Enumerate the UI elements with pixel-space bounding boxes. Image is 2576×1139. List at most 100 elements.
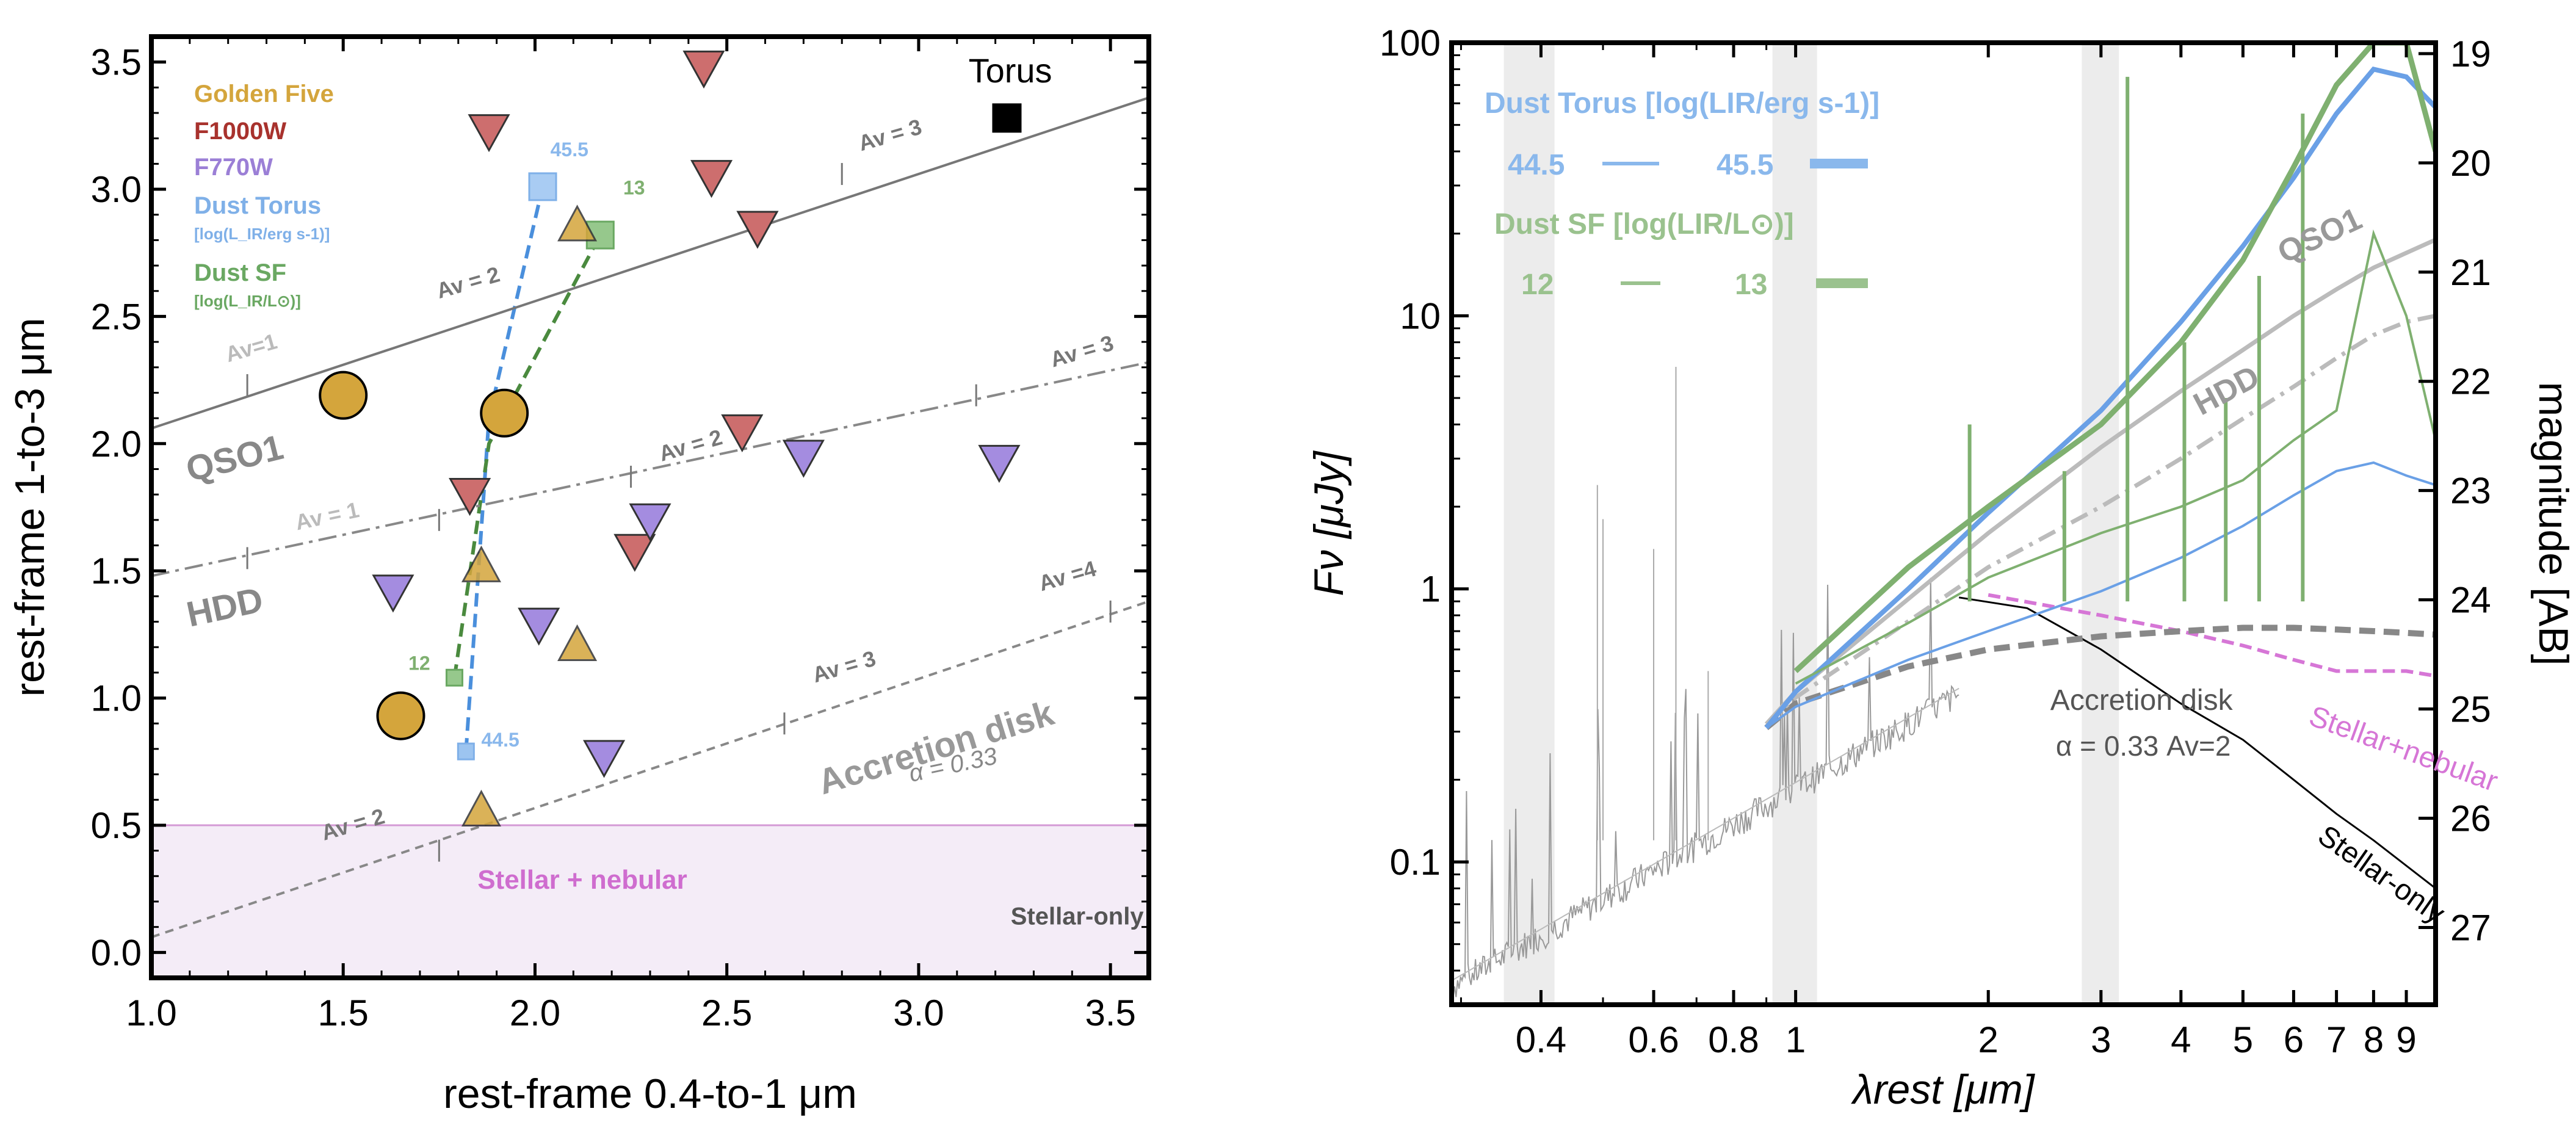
right-mag-tick-label: 25 (2450, 689, 2491, 730)
left-annotation: Av=1 (223, 328, 280, 367)
right-mag-tick-label: 24 (2450, 580, 2491, 621)
dust-sf-12-curve (1795, 229, 2436, 685)
right-mag-tick-label: 26 (2450, 798, 2491, 839)
left-y-tick-label: 1.0 (91, 678, 142, 719)
right-x-tick-label: 5 (2233, 1019, 2253, 1060)
left-annotation: Av =4 (1036, 555, 1099, 596)
golden-five-point (376, 691, 425, 740)
f770w-point (372, 574, 414, 613)
f770w-point (978, 444, 1021, 483)
right-annotation: Accretion disk (2050, 684, 2234, 717)
right-x-tick-label: 3 (2091, 1019, 2111, 1060)
left-x-tick-label: 1.0 (126, 993, 176, 1033)
accretion-disk-curve (1764, 624, 2436, 731)
stellar-only-curve (1958, 596, 2436, 889)
left-y-tick-label: 2.0 (91, 424, 142, 465)
left-y-axis-label: rest-frame 1-to-3 μm (7, 317, 53, 696)
legend-torus-44-5: 44.5 (1508, 149, 1565, 181)
f1000w-point (682, 50, 725, 89)
right-mag-tick-label: 22 (2450, 361, 2491, 402)
right-x-tick-label: 8 (2364, 1019, 2384, 1060)
legend-dust-torus: Dust Torus (194, 192, 321, 219)
f1000w-point (736, 211, 779, 249)
left-annotation: Accretion disk (814, 693, 1059, 802)
legend-dust-sf-units: [log(L_IR/L⊙)] (194, 292, 301, 310)
left-y-tick-label: 2.5 (91, 296, 142, 337)
right-mag-tick-label: 23 (2450, 471, 2491, 512)
f1000w-point (449, 478, 491, 516)
right-x-tick-label: 6 (2284, 1019, 2304, 1060)
golden-five-triangles--point (557, 624, 598, 662)
shaded-band (1503, 43, 1555, 1005)
f1000w-point (721, 414, 764, 453)
left-annotation: Torus (969, 51, 1052, 90)
stellar-nebular-curve (1988, 593, 2436, 678)
stellar-region (151, 825, 1149, 978)
right-annotation: Stellar-only (2312, 819, 2451, 930)
right-x-tick-label: 0.6 (1628, 1019, 1679, 1060)
right-x-tick-label: 9 (2396, 1019, 2416, 1060)
right-x-tick-label: 2 (1978, 1019, 1999, 1060)
right-mag-tick-label: 21 (2450, 252, 2491, 293)
sf-track-label-low: 12 (408, 653, 430, 674)
hdd-curve (1765, 313, 2436, 726)
right-x-tick-label: 0.8 (1708, 1019, 1759, 1060)
torus-track-end-square (528, 172, 557, 201)
dust-sf-track (452, 234, 602, 678)
left-x-axis-label: rest-frame 0.4-to-1 μm (443, 1071, 857, 1117)
shaded-band (2082, 43, 2119, 1005)
right-mag-tick-label: 20 (2450, 143, 2491, 184)
torus-track-start-square (457, 742, 475, 761)
legend-f1000w: F1000W (194, 118, 286, 145)
right-mag-tick-label: 19 (2450, 34, 2491, 74)
f770w-point (518, 607, 560, 646)
right-annotation: QSO1 (2273, 201, 2367, 270)
left-y-tick-label: 3.5 (91, 42, 142, 83)
golden-five-point (319, 371, 368, 420)
left-y-tick-label: 1.5 (91, 551, 142, 591)
qso1-line (151, 96, 1149, 430)
dust-torus-44-5-curve (1765, 461, 2436, 729)
f770w-point (583, 740, 626, 778)
left-annotation: Av = 3 (856, 114, 925, 156)
left-x-tick-label: 1.5 (318, 993, 369, 1033)
f770w-point (782, 439, 825, 478)
sf-track-label-high: 13 (623, 176, 645, 198)
left-x-tick-label: 2.0 (510, 993, 560, 1033)
f770w-point (629, 503, 671, 541)
legend-torus-45-5: 45.5 (1717, 149, 1773, 181)
left-y-tick-label: 3.0 (91, 169, 142, 210)
stellar-spectrum (1452, 367, 1959, 998)
golden-five-triangles--point (461, 789, 501, 826)
dust-sf-13-curve (1793, 43, 2436, 673)
right-y-tick-label: 100 (1380, 23, 1441, 63)
legend-sf-12: 12 (1521, 269, 1554, 301)
left-y-tick-label: 0.0 (91, 932, 142, 973)
right-y-tick-label: 0.1 (1390, 842, 1441, 883)
right-y-tick-label: 1 (1420, 569, 1441, 610)
right-y-axis-label: Fν [μJy] (1306, 450, 1352, 596)
golden-five-triangles--point (461, 545, 501, 582)
right-mag-tick-label: 27 (2450, 907, 2491, 948)
right-y2-axis-label: magnitude [AB] (2530, 382, 2576, 666)
right-x-tick-label: 7 (2326, 1019, 2346, 1060)
right-panel: 0.4 0.6 0.8 1 2 3 4 5 6 7 8 9 0.1 1 10 100 19 20 21 22 23 24 2… (1306, 23, 2576, 1113)
left-x-tick-label: 3.0 (893, 993, 944, 1033)
f1000w-point (613, 533, 656, 572)
legend-golden-five: Golden Five (194, 81, 334, 107)
left-x-tick-label: 2.5 (701, 993, 752, 1033)
left-annotation: Av = 2 (433, 261, 502, 303)
sf-track-start-square (445, 668, 463, 687)
left-annotation: Stellar + nebular (477, 865, 687, 895)
right-axes-frame (1449, 40, 2438, 1007)
shaded-band (1772, 43, 1817, 1005)
right-y-tick-label: 10 (1400, 295, 1441, 336)
right-x-tick-label: 0.4 (1516, 1019, 1566, 1060)
left-annotation: Av = 3 (1047, 330, 1116, 372)
legend-dust-torus-title: Dust Torus [log(LIR/erg s-1)] (1485, 87, 1880, 120)
legend-f770w: F770W (194, 154, 273, 181)
right-x-tick-label: 4 (2171, 1019, 2191, 1060)
torus-track-label-low: 44.5 (481, 729, 519, 751)
legend-dust-sf: Dust SF (194, 259, 286, 286)
